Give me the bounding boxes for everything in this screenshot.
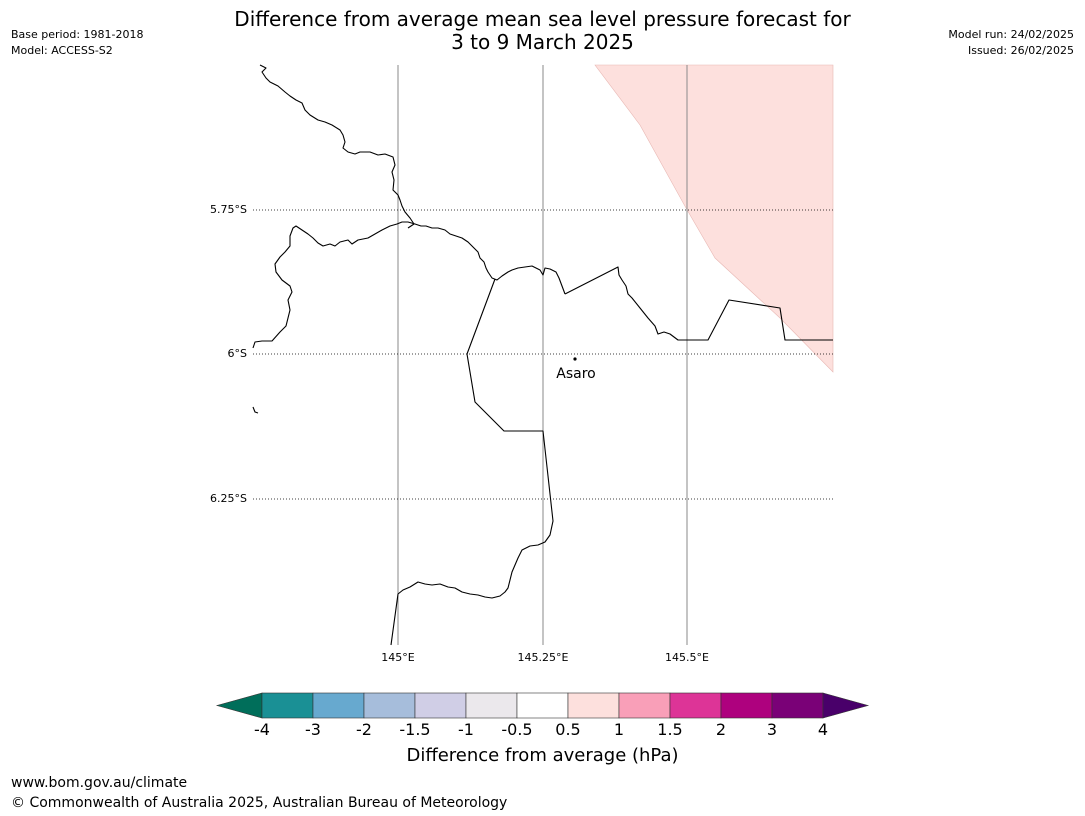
asaro-marker bbox=[573, 357, 577, 361]
lat-label-5-75: 5.75°S bbox=[210, 203, 247, 216]
colorbar-bin bbox=[516, 692, 569, 719]
colorbar-bin bbox=[312, 692, 365, 719]
colorbar-bin bbox=[618, 692, 671, 719]
model-text: Model: ACCESS-S2 bbox=[11, 44, 113, 57]
colorbar-bin bbox=[465, 692, 518, 719]
colorbar-bin bbox=[414, 692, 467, 719]
colorbar-extend-max bbox=[822, 692, 870, 719]
colorbar bbox=[215, 692, 870, 719]
colorbar-tick-label: 1.5 bbox=[657, 720, 683, 739]
lon-label-145-5: 145.5°E bbox=[665, 651, 709, 664]
title-line-2: 3 to 9 March 2025 bbox=[451, 30, 634, 54]
colorbar-tick-label: -3 bbox=[305, 720, 321, 739]
colorbar-tick-label: -4 bbox=[254, 720, 270, 739]
colorbar-bin bbox=[669, 692, 722, 719]
meta-left: Base period: 1981-2018 Model: ACCESS-S2 bbox=[11, 27, 143, 59]
positive-anomaly-area bbox=[594, 64, 834, 373]
colorbar-bin bbox=[771, 692, 824, 719]
colorbar-label: Difference from average (hPa) bbox=[406, 745, 679, 766]
colorbar-bin bbox=[567, 692, 620, 719]
title-line-1: Difference from average mean sea level p… bbox=[234, 7, 851, 31]
lon-label-145-25: 145.25°E bbox=[518, 651, 569, 664]
colorbar-tick-label: 4 bbox=[817, 720, 829, 739]
meta-right: Model run: 24/02/2025 Issued: 26/02/2025 bbox=[948, 27, 1074, 59]
colorbar-tick-label: 0.5 bbox=[555, 720, 581, 739]
colorbar-extend-min bbox=[215, 692, 263, 719]
province-boundary-east bbox=[564, 266, 833, 341]
province-boundary-central bbox=[252, 221, 566, 349]
colorbar-bin bbox=[261, 692, 314, 719]
asaro-label: Asaro bbox=[556, 366, 595, 382]
lat-label-6-25: 6.25°S bbox=[210, 492, 247, 505]
colorbar-tick-label: 3 bbox=[766, 720, 778, 739]
colorbar-bin bbox=[363, 692, 416, 719]
chart-title: Difference from average mean sea level p… bbox=[0, 8, 1085, 54]
colorbar-tick-label: -2 bbox=[356, 720, 372, 739]
colorbar-tick-label: -0.5 bbox=[501, 720, 533, 739]
colorbar-bin bbox=[720, 692, 773, 719]
lat-label-6: 6°S bbox=[228, 347, 247, 360]
colorbar-tick-label: 1 bbox=[613, 720, 625, 739]
colorbar-tick-label: -1 bbox=[458, 720, 474, 739]
base-period-text: Base period: 1981-2018 bbox=[11, 28, 144, 41]
colorbar-tick-label: -1.5 bbox=[399, 720, 431, 739]
model-run-text: Model run: 24/02/2025 bbox=[948, 28, 1074, 41]
colorbar-tick-label: 2 bbox=[715, 720, 727, 739]
province-boundary-northwest bbox=[259, 64, 415, 229]
district-boundary-south bbox=[390, 278, 554, 646]
footer-copyright: © Commonwealth of Australia 2025, Austra… bbox=[11, 795, 508, 811]
coastline-fragment bbox=[252, 406, 259, 414]
lon-label-145: 145°E bbox=[381, 651, 414, 664]
footer-url[interactable]: www.bom.gov.au/climate bbox=[11, 775, 188, 791]
issued-text: Issued: 26/02/2025 bbox=[967, 44, 1074, 57]
